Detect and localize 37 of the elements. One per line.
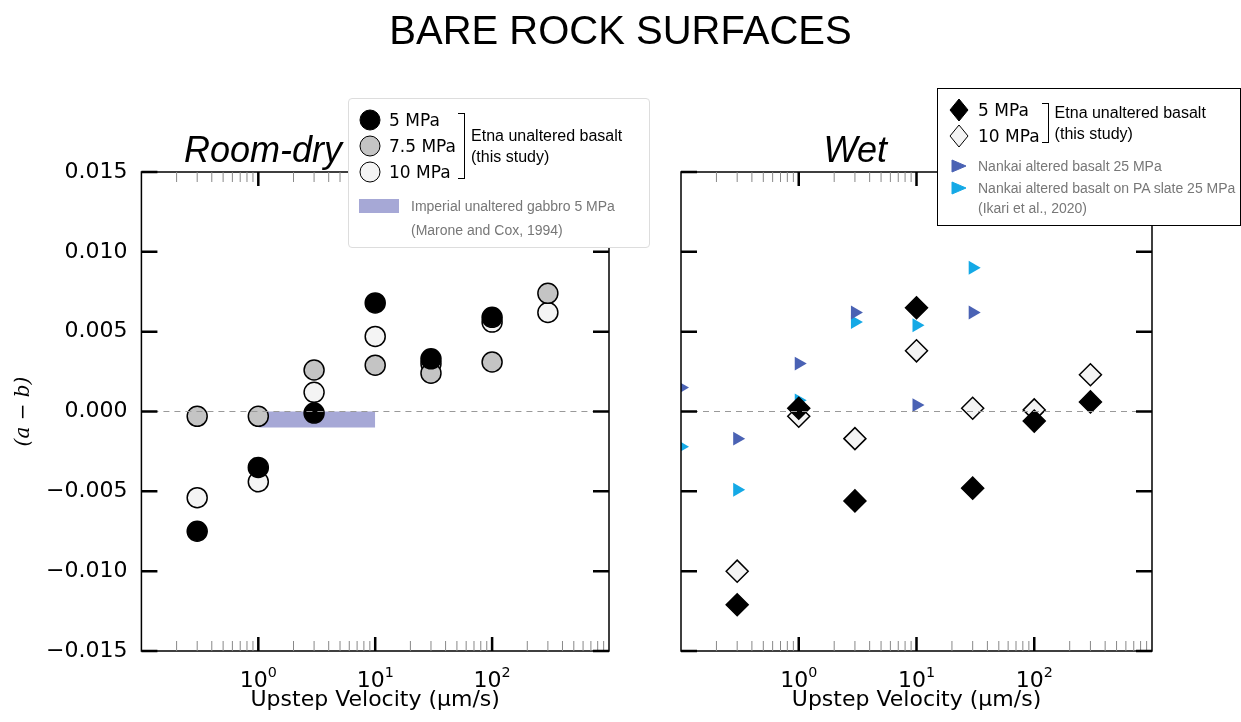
- y-tick-label: −0.015: [45, 636, 128, 662]
- point: [481, 351, 503, 373]
- point: [420, 348, 442, 370]
- chart-title: BARE ROCK SURFACES: [388, 8, 853, 53]
- annotation: (Ikari et al., 2020): [978, 199, 1088, 217]
- y-tick-label: 0.010: [64, 237, 128, 263]
- legend-title: Etna unaltered basalt (this study): [471, 126, 624, 167]
- point: [481, 306, 503, 329]
- legend-label: 7.5 MPa: [389, 136, 457, 156]
- point: [303, 402, 325, 424]
- legend-title: Etna unaltered basalt (this study): [1054, 103, 1207, 144]
- chart-title: Wet: [823, 129, 889, 170]
- point: [303, 359, 325, 381]
- legend-label: 5 MPa: [389, 110, 440, 130]
- chart-subtitle: Room-dry: [183, 129, 344, 170]
- point: [186, 486, 208, 509]
- x-axis-title: Upstep Velocity (μm/s): [250, 686, 500, 711]
- point: [364, 325, 386, 348]
- point: [364, 292, 386, 314]
- y-axis-title: (a − b): [10, 376, 35, 447]
- legend-label: 10 MPa: [978, 126, 1040, 146]
- y-tick-label: 0.005: [64, 317, 128, 343]
- y-tick-label: −0.005: [45, 477, 128, 503]
- legend-label: Nankai altered basalt on PA slate 25 MPa: [978, 179, 1236, 197]
- legend-label: 10 MPa: [389, 162, 451, 182]
- legend-label: 5 MPa: [978, 100, 1029, 120]
- point: [186, 520, 208, 542]
- y-tick-label: 0.015: [64, 157, 128, 183]
- point: [364, 354, 386, 376]
- y-tick-label: 0.000: [64, 397, 128, 423]
- annotation: (Marone and Cox, 1994): [411, 221, 564, 239]
- legend-label: Imperial unaltered gabbro 5 MPa: [411, 197, 615, 215]
- x-axis-title: Upstep Velocity (μm/s): [791, 686, 1042, 711]
- legend-label: Nankai altered basalt 25 MPa: [978, 157, 1162, 175]
- point: [303, 381, 325, 404]
- point: [186, 405, 208, 428]
- y-tick-label: −0.010: [45, 556, 128, 582]
